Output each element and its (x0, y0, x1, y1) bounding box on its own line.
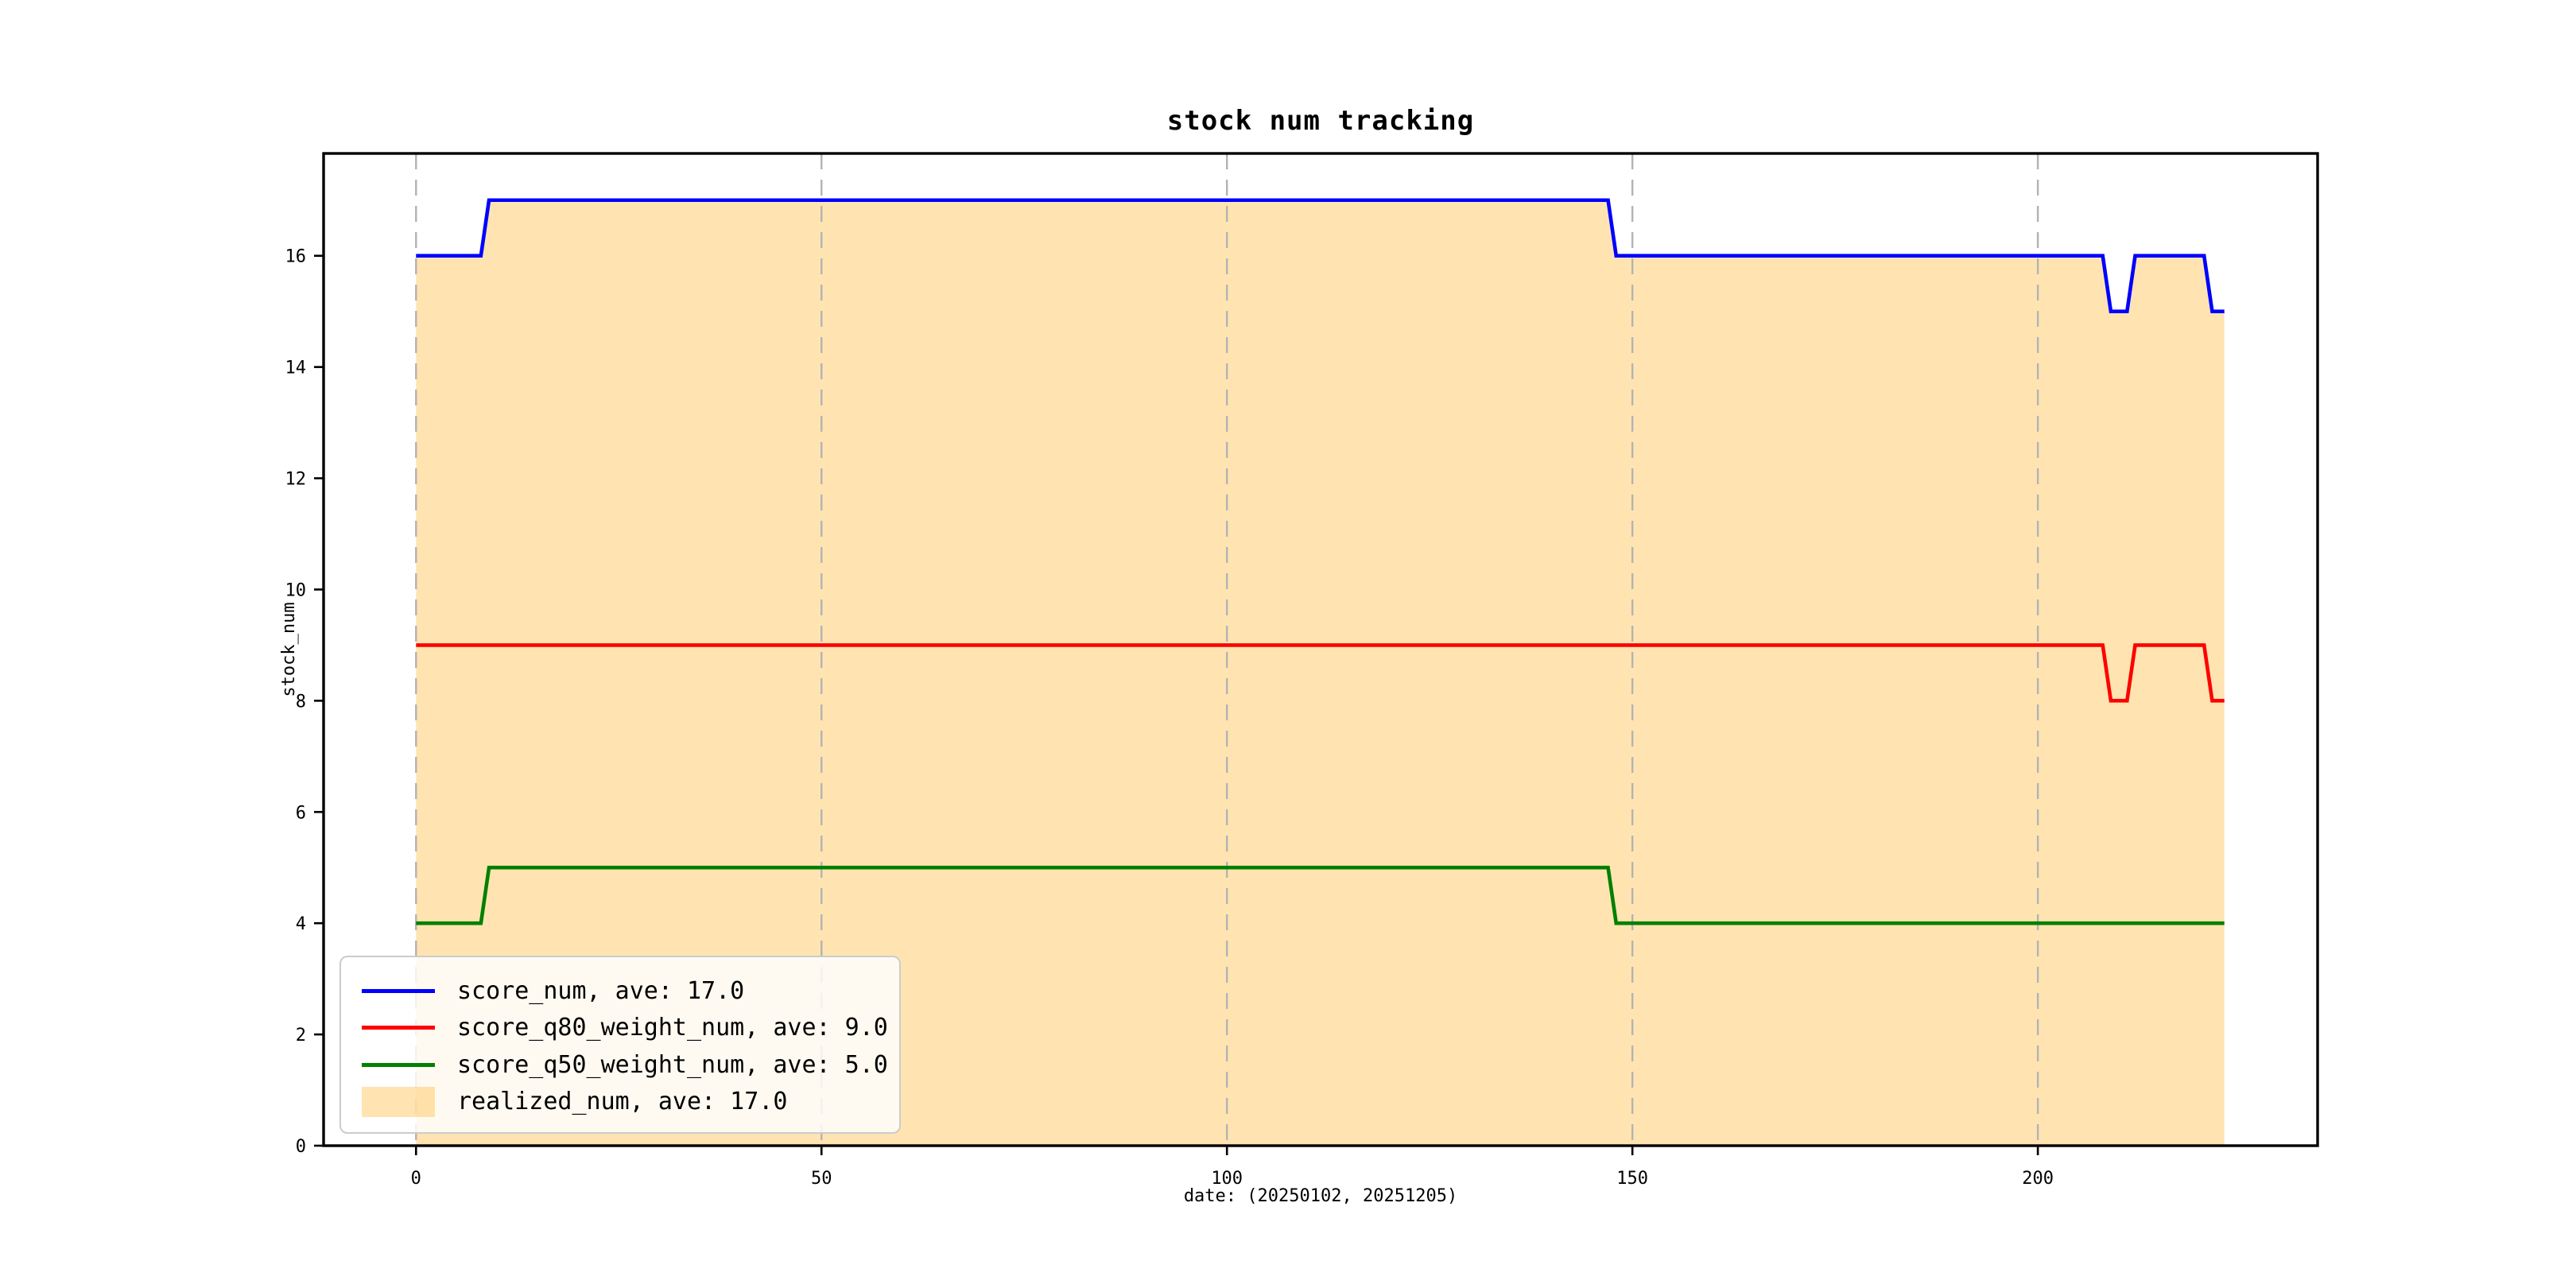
axes-frame (322, 152, 2319, 1147)
legend-item-2: score_q50_weight_num, ave: 5.0 (362, 1047, 888, 1082)
y-axis-label: stock_num (278, 602, 299, 697)
legend-label-1: score_q80_weight_num, ave: 9.0 (457, 1014, 888, 1042)
chart-title: stock num tracking (1166, 105, 1475, 137)
x-tick-label-200: 200 (2022, 1169, 2054, 1189)
legend-item-0: score_num, ave: 17.0 (362, 973, 879, 1008)
legend-swatch-line-0 (362, 988, 435, 993)
x-tick-label-150: 150 (1616, 1169, 1648, 1189)
series-line-2 (416, 865, 2225, 925)
x-axis-label: date: (20250102, 20251205) (1183, 1186, 1458, 1206)
legend-item-3: realized_num, ave: 17.0 (362, 1084, 879, 1119)
legend-label-0: score_num, ave: 17.0 (457, 976, 745, 1005)
x-tick-label-0: 0 (411, 1169, 421, 1189)
legend-label-2: score_q50_weight_num, ave: 5.0 (457, 1050, 888, 1079)
legend-swatch-patch-3 (362, 1086, 435, 1117)
y-tick-label-0: 0 (296, 1137, 306, 1157)
y-tick-label-4: 4 (296, 914, 306, 934)
legend: score_num, ave: 17.0 score_q80_weight_num… (339, 956, 901, 1134)
legend-label-3: realized_num, ave: 17.0 (457, 1088, 788, 1116)
y-tick-label-10: 10 (285, 580, 307, 600)
y-tick-label-12: 12 (285, 470, 307, 490)
y-tick-label-16: 16 (285, 247, 307, 267)
legend-item-1: score_q80_weight_num, ave: 9.0 (362, 1011, 888, 1046)
y-tick-label-2: 2 (296, 1026, 306, 1046)
y-tick-label-6: 6 (296, 803, 306, 823)
y-tick-label-8: 8 (296, 692, 306, 712)
x-tick-label-50: 50 (811, 1169, 832, 1189)
x-tick-label-100: 100 (1211, 1169, 1243, 1189)
y-tick-label-14: 14 (285, 359, 307, 378)
legend-swatch-line-2 (362, 1062, 435, 1067)
realized-fill-area (416, 200, 2225, 1146)
series-line-0 (416, 198, 2225, 313)
legend-swatch-line-1 (362, 1026, 435, 1030)
series-line-1 (416, 643, 2225, 703)
